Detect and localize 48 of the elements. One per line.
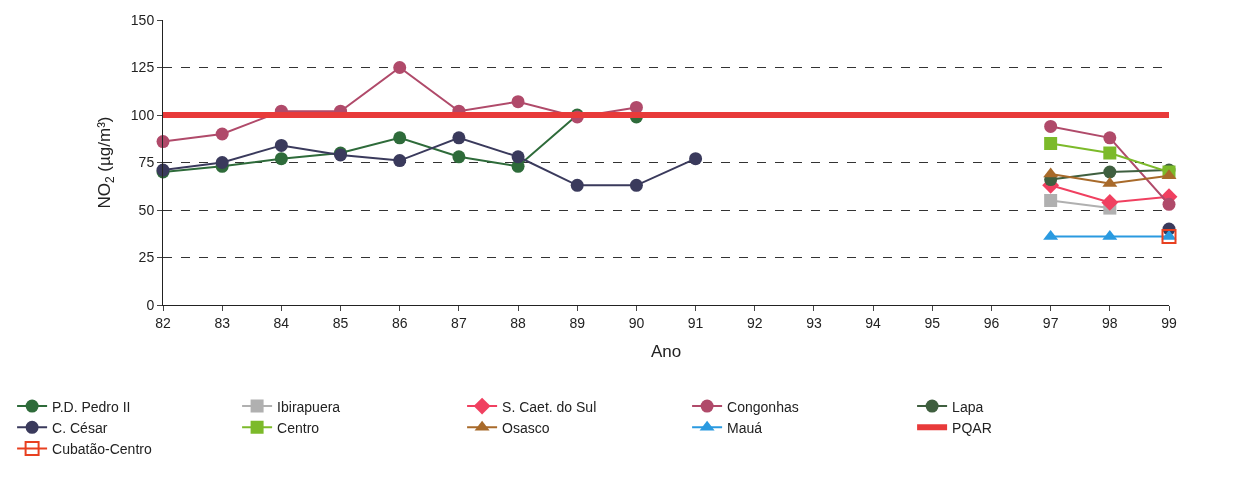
- x-tick-label: 97: [1042, 314, 1059, 331]
- y-tick-label: 0: [146, 296, 155, 313]
- legend-label: S. Caet. do Sul: [502, 398, 597, 415]
- point: [1044, 194, 1058, 207]
- point: [1103, 165, 1117, 179]
- point: [1101, 193, 1119, 211]
- y-tick-label: 125: [130, 59, 155, 76]
- legend-label: Cubatão-Centro: [52, 440, 152, 457]
- x-tick-label: 86: [391, 314, 408, 331]
- point: [1103, 146, 1117, 160]
- point: [393, 61, 407, 74]
- x-tick-label: 96: [983, 314, 1000, 331]
- y-tick-label: 75: [138, 154, 155, 171]
- legend-label: C. César: [52, 419, 108, 436]
- point: [1161, 229, 1177, 245]
- x-tick-label: 83: [214, 314, 231, 331]
- y-tick-label: 100: [130, 106, 155, 123]
- legend-label: Congonhas: [727, 398, 799, 415]
- y-tick-label: 25: [138, 249, 155, 266]
- legend-label: Ibirapuera: [277, 398, 341, 415]
- legend-label: PQAR: [952, 419, 992, 436]
- point: [511, 95, 525, 109]
- y-tick-label: 50: [138, 201, 155, 218]
- legend-label: Mauá: [727, 419, 763, 436]
- x-tick-label: 84: [273, 314, 290, 331]
- legend-label: Centro: [277, 419, 320, 436]
- x-tick-label: 93: [806, 314, 822, 331]
- x-tick-label: 92: [746, 314, 763, 331]
- legend-label: Osasco: [502, 419, 550, 436]
- point: [1103, 131, 1117, 145]
- x-tick-label: 82: [155, 314, 171, 331]
- x-tick-label: 95: [924, 314, 941, 331]
- y-tick-label: 150: [130, 11, 155, 28]
- x-tick-label: 87: [451, 314, 467, 331]
- point: [1044, 119, 1058, 133]
- x-tick-label: 90: [628, 314, 645, 331]
- point: [1162, 197, 1176, 211]
- point: [1044, 137, 1058, 150]
- legend-label: P.D. Pedro II: [52, 398, 131, 415]
- x-tick-label: 99: [1161, 314, 1177, 331]
- x-tick-label: 94: [865, 314, 882, 331]
- legend-label: Lapa: [952, 398, 984, 415]
- x-axis-title: Ano: [650, 342, 682, 362]
- x-tick-label: 98: [1102, 314, 1118, 331]
- x-tick-label: 85: [332, 314, 349, 331]
- x-tick-label: 89: [569, 314, 586, 331]
- x-tick-label: 91: [687, 314, 704, 331]
- x-tick-label: 88: [510, 314, 527, 331]
